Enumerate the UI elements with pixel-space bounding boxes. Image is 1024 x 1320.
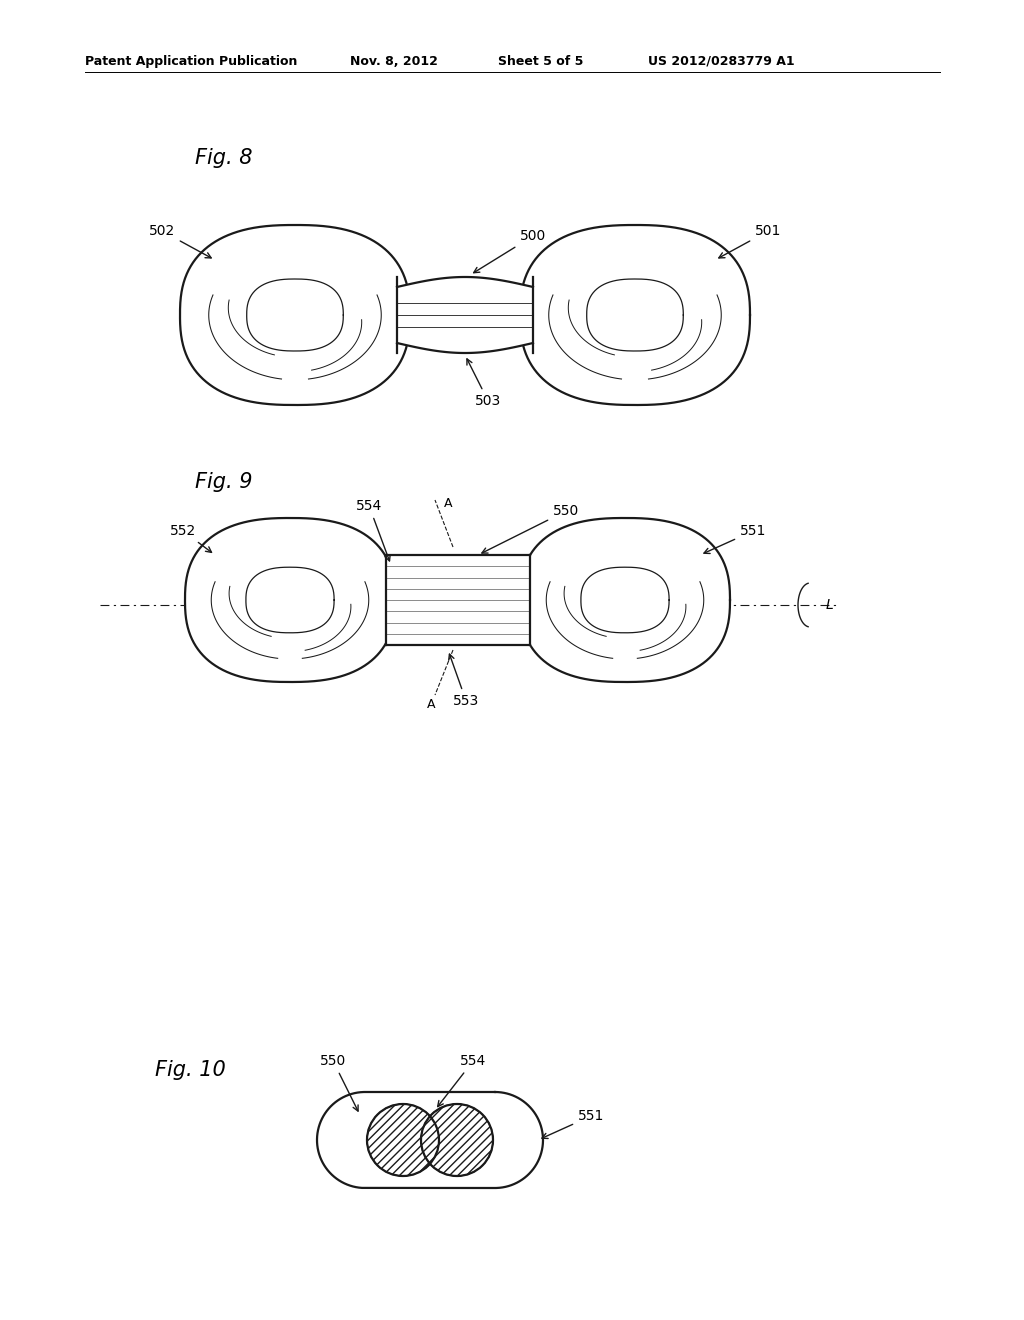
Text: 501: 501 <box>719 224 781 257</box>
Polygon shape <box>520 517 730 682</box>
Text: Fig. 9: Fig. 9 <box>195 473 253 492</box>
Text: A: A <box>443 498 453 510</box>
Text: 554: 554 <box>437 1053 486 1106</box>
Text: 550: 550 <box>482 504 580 553</box>
Text: 550: 550 <box>319 1053 358 1111</box>
Circle shape <box>421 1104 493 1176</box>
Text: 502: 502 <box>148 224 211 257</box>
Text: Patent Application Publication: Patent Application Publication <box>85 55 297 69</box>
Text: 554: 554 <box>356 499 390 561</box>
Polygon shape <box>587 279 683 351</box>
Text: Fig. 8: Fig. 8 <box>195 148 253 168</box>
Polygon shape <box>180 224 410 405</box>
Polygon shape <box>185 517 395 682</box>
Text: A: A <box>427 698 435 711</box>
Polygon shape <box>247 279 343 351</box>
Polygon shape <box>520 224 750 405</box>
Text: 553: 553 <box>449 655 479 708</box>
Text: 551: 551 <box>703 524 766 553</box>
Text: Sheet 5 of 5: Sheet 5 of 5 <box>498 55 584 69</box>
Text: 500: 500 <box>474 228 546 273</box>
Text: 503: 503 <box>467 359 502 408</box>
Circle shape <box>367 1104 439 1176</box>
Text: L: L <box>826 598 834 612</box>
Polygon shape <box>581 568 669 632</box>
Text: Fig. 10: Fig. 10 <box>155 1060 225 1080</box>
Text: 552: 552 <box>170 524 212 552</box>
Text: 551: 551 <box>542 1109 604 1138</box>
Polygon shape <box>386 554 530 645</box>
Polygon shape <box>397 277 534 352</box>
Text: Nov. 8, 2012: Nov. 8, 2012 <box>350 55 438 69</box>
Text: US 2012/0283779 A1: US 2012/0283779 A1 <box>648 55 795 69</box>
Polygon shape <box>317 1092 543 1188</box>
Polygon shape <box>246 568 334 632</box>
